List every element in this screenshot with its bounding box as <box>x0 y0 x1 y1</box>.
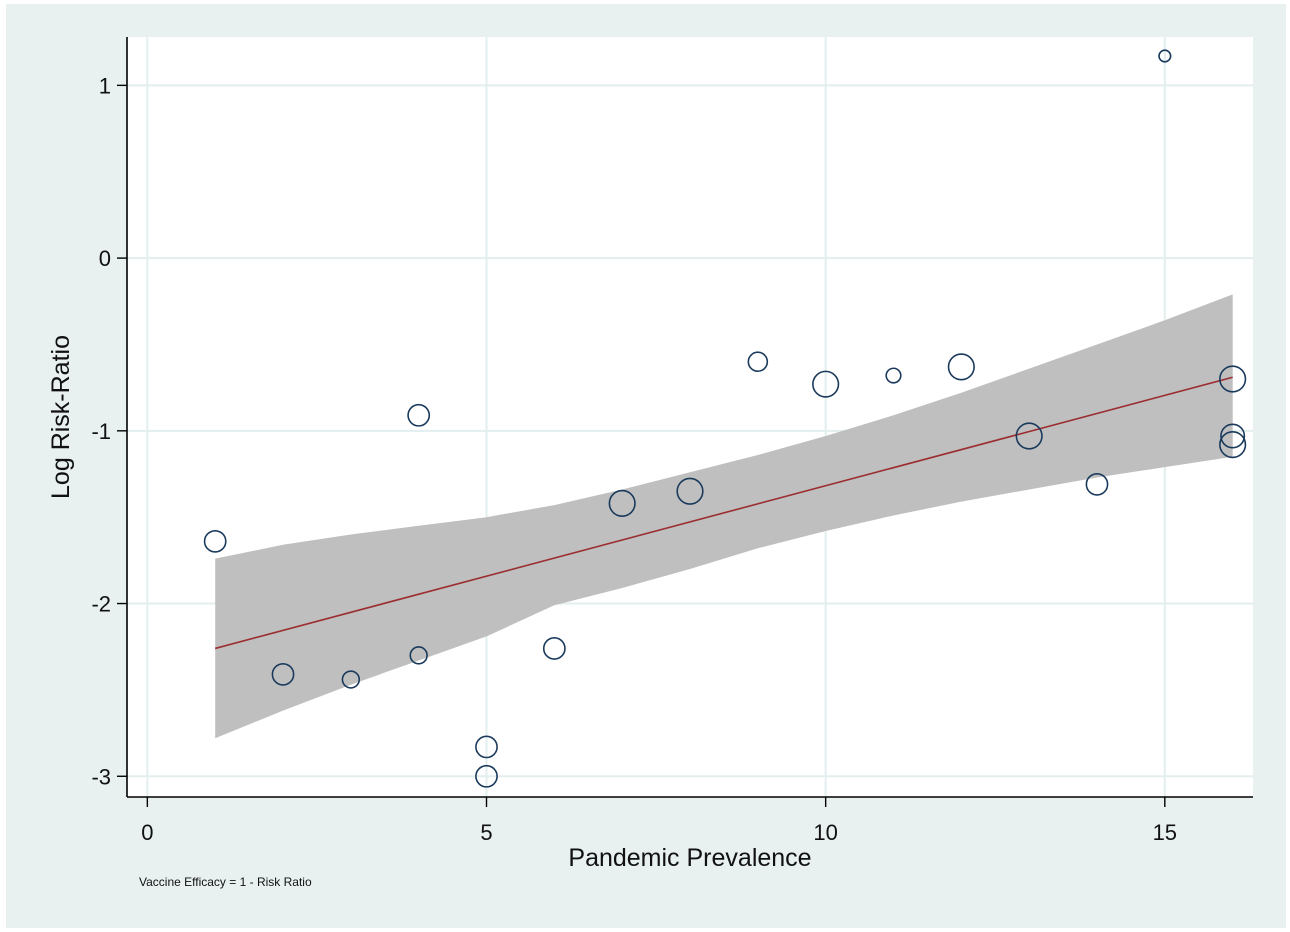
y-tick-label: 0 <box>99 246 111 271</box>
data-point <box>407 403 431 427</box>
confidence-band-layer <box>215 294 1233 739</box>
data-point <box>542 637 566 660</box>
data-point <box>812 370 840 398</box>
data-point <box>947 353 975 381</box>
data-point <box>608 489 636 517</box>
y-axis-title: Log Risk-Ratio <box>47 335 75 499</box>
data-point <box>747 351 769 373</box>
confidence-band <box>215 294 1233 739</box>
data-point <box>409 646 428 665</box>
chart-note: Vaccine Efficacy = 1 - Risk Ratio <box>139 875 312 889</box>
x-tick-label: 15 <box>1153 820 1177 845</box>
data-point <box>341 670 361 689</box>
points-layer <box>203 49 1247 788</box>
data-point <box>1015 422 1043 450</box>
tick-labels: 10-1-2-30 5 10 15 <box>91 73 1177 845</box>
fit-line-layer <box>214 376 1233 650</box>
data-point <box>475 764 498 788</box>
data-point <box>885 367 902 384</box>
x-tick-label: 0 <box>141 820 153 845</box>
data-point <box>676 477 704 505</box>
data-point <box>1085 472 1109 496</box>
data-point <box>1220 423 1246 449</box>
data-point <box>203 529 227 553</box>
y-tick-label: -2 <box>91 592 111 617</box>
x-tick-label: 10 <box>813 820 837 845</box>
data-point <box>1219 365 1247 393</box>
y-tick-label: -1 <box>91 419 111 444</box>
data-point <box>475 735 498 759</box>
axes <box>117 37 1253 807</box>
y-tick-label: -3 <box>91 764 111 789</box>
y-tick-label: 1 <box>99 73 111 98</box>
x-axis-title: Pandemic Prevalence <box>568 844 811 872</box>
data-point <box>1158 49 1172 63</box>
data-point <box>271 662 295 686</box>
data-point <box>1219 431 1247 459</box>
x-tick-label: 5 <box>480 820 492 845</box>
fit-line <box>214 376 1233 650</box>
